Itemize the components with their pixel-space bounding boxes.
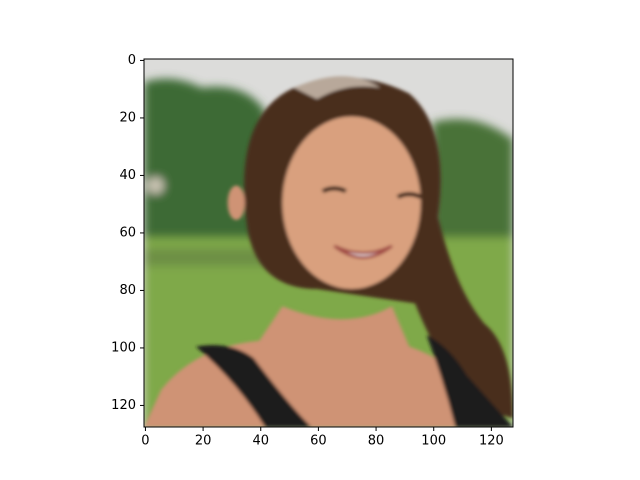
axes-frame — [143, 58, 514, 428]
photo — [144, 59, 514, 427]
y-tick-label: 0 — [128, 53, 136, 68]
y-tick-label: 80 — [119, 283, 136, 298]
y-tick-label: 120 — [111, 398, 136, 413]
x-tick-label: 40 — [252, 434, 269, 449]
x-tick-label: 60 — [310, 434, 327, 449]
y-tick-label: 100 — [111, 340, 136, 355]
x-tick-label: 80 — [368, 434, 385, 449]
y-tick-label: 20 — [119, 110, 136, 125]
x-tick-label: 100 — [421, 434, 446, 449]
y-tick-label: 40 — [119, 168, 136, 183]
x-tick-label: 0 — [141, 434, 149, 449]
x-tick-label: 20 — [195, 434, 212, 449]
x-tick-label: 120 — [479, 434, 504, 449]
y-tick-label: 60 — [119, 225, 136, 240]
